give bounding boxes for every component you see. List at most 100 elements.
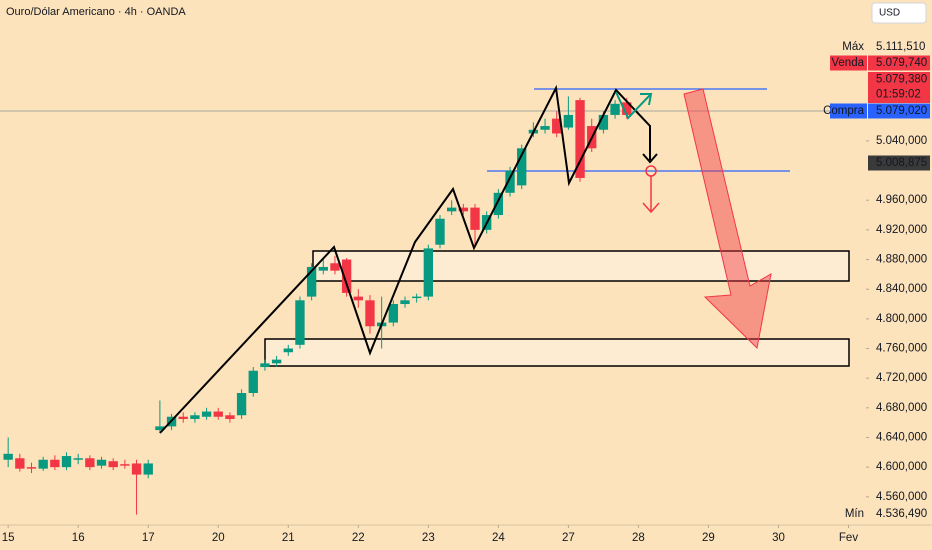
candle-body [61, 456, 72, 468]
candle-body [271, 359, 282, 364]
candle-body [341, 259, 352, 293]
candle-body [552, 118, 562, 134]
price-label-box [868, 506, 930, 522]
y-tick-label: 5.040,000 [876, 135, 927, 147]
candle-body [50, 459, 60, 468]
y-tick-label: 4.600,000 [876, 461, 927, 473]
price-label: 5.079,020 [876, 105, 927, 117]
projection-up [615, 91, 651, 120]
price-label-box [868, 55, 930, 71]
candle-body [178, 416, 188, 419]
arrow-head [640, 93, 653, 106]
candle-body [353, 296, 363, 301]
candle-body [400, 300, 410, 305]
candle-body [213, 411, 223, 417]
price-label: 5.008,875 [876, 157, 927, 169]
x-tick-label: 23 [422, 532, 435, 544]
candle-body [120, 464, 130, 466]
y-tick-label: 4.800,000 [876, 313, 927, 325]
price-label: 5.111,510 [876, 41, 925, 53]
candle-body [435, 218, 445, 245]
y-tick-label: 4.560,000 [876, 491, 927, 503]
candle-body [575, 100, 585, 178]
candle-body [3, 453, 13, 460]
y-tick-label: 4.920,000 [876, 224, 927, 236]
chart-title: Ouro/Dólar Americano · 4h · OANDA [6, 6, 186, 18]
countdown: 01:59:02 [876, 89, 921, 101]
candles [3, 96, 632, 515]
price-label: 5.079,380 [876, 74, 927, 86]
x-tick-label: 20 [212, 532, 225, 544]
y-tick-label: 4.840,000 [876, 283, 927, 295]
candle-body [622, 102, 632, 115]
candle-body [470, 207, 480, 230]
x-tick-label: 15 [2, 532, 15, 544]
price-label-box [868, 39, 930, 55]
x-tick-label: 17 [142, 532, 155, 544]
price-label: 5.079,740 [876, 57, 927, 69]
candle-body [295, 300, 305, 345]
price-label-name: Compra [823, 105, 865, 117]
zone [264, 338, 850, 367]
candle-body [190, 415, 200, 419]
candle-body [388, 304, 398, 323]
candle-body [505, 170, 515, 193]
candle-body [423, 248, 433, 297]
currency-box[interactable] [871, 2, 927, 24]
candle-body [540, 126, 550, 130]
candle-body [15, 458, 25, 469]
price-label-box [868, 103, 930, 119]
price-label-name-box [830, 506, 867, 522]
candle-body [306, 266, 317, 297]
candle-body [131, 463, 142, 475]
y-tick-label: 4.760,000 [876, 343, 927, 355]
price-label-name: Máx [842, 41, 864, 53]
x-tick-label: Fev [839, 532, 858, 544]
candle-body [201, 411, 212, 417]
x-tick-label: 16 [72, 532, 85, 544]
candle-body [493, 192, 504, 216]
candle-body [85, 458, 95, 468]
candle-body [155, 426, 165, 431]
candle-body [38, 459, 48, 469]
axes: 4.560,000 4.600,000 4.640,000 4.680,000 4.72… [2, 39, 930, 544]
candle-body [283, 348, 293, 353]
price-label-name-box [830, 55, 867, 71]
y-tick-label: 4.720,000 [876, 372, 927, 384]
arrow-head [642, 202, 660, 214]
x-tick-label: 28 [632, 532, 645, 544]
candle-body [236, 393, 247, 416]
arrow-head [642, 153, 658, 164]
x-tick-label: 22 [352, 532, 365, 544]
price-label-box [868, 155, 930, 171]
y-tick-label: 4.640,000 [876, 432, 927, 444]
y-tick-label: 4.880,000 [876, 254, 927, 266]
candle-body [330, 263, 340, 271]
price-label-box [868, 72, 930, 103]
candle-body [365, 300, 375, 327]
y-tick-label: 4.680,000 [876, 402, 927, 414]
x-tick-label: 27 [562, 532, 575, 544]
x-tick-label: 24 [492, 532, 505, 544]
candle-body [458, 207, 469, 212]
x-tick-label: 29 [702, 532, 715, 544]
candle-body [318, 266, 328, 271]
price-label-name-box [830, 103, 867, 119]
candle-body [598, 114, 609, 130]
price-label-name: Venda [831, 57, 864, 69]
candle-body [447, 207, 457, 212]
candle-body [143, 463, 153, 475]
currency[interactable]: USD [879, 8, 900, 19]
price-label: 4.536,490 [876, 508, 927, 520]
y-tick-label: 4.960,000 [876, 194, 927, 206]
big-arrow [683, 88, 772, 350]
candle-body [610, 103, 620, 115]
price-label-name-box [830, 39, 867, 55]
x-tick-label: 21 [282, 532, 295, 544]
candle-body [563, 114, 574, 128]
candle-body [26, 467, 37, 469]
price-label-name: Mín [845, 508, 864, 520]
candle-body [225, 415, 235, 419]
